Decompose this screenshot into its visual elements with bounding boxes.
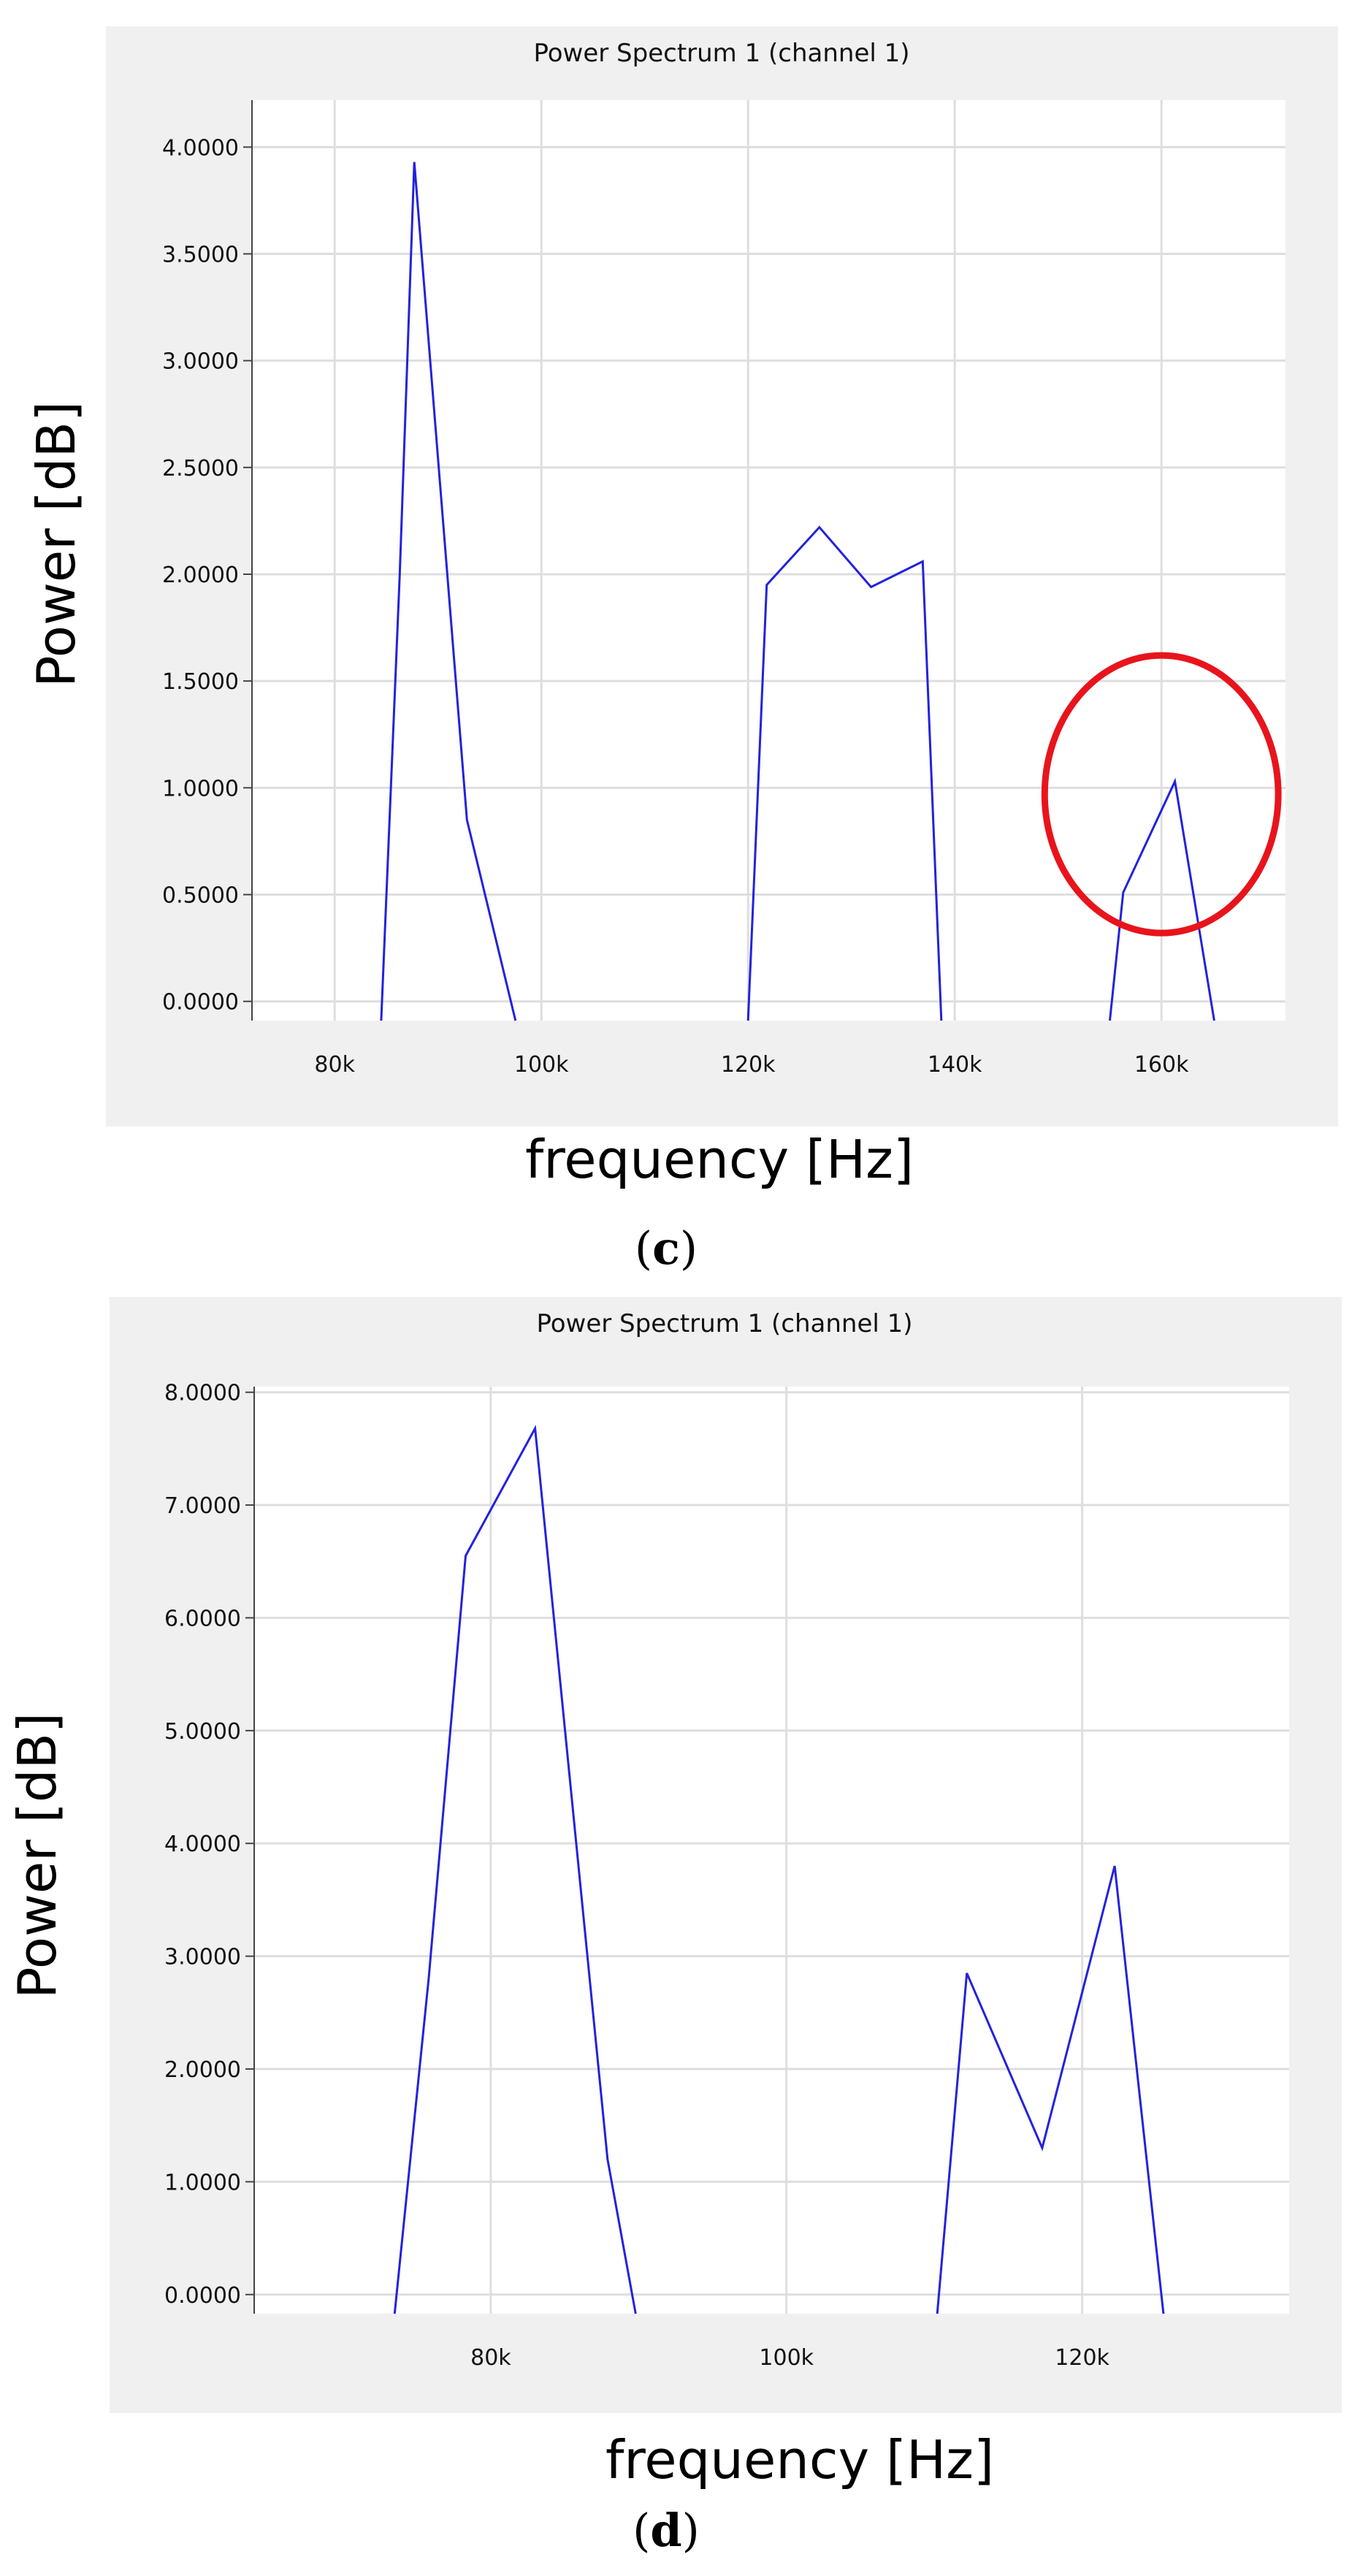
y-tick-label: 2.0000 xyxy=(162,563,239,588)
x-grid xyxy=(333,100,1163,1021)
y-tick-label: 0.5000 xyxy=(162,883,239,909)
panel-caption-d: (d) xyxy=(633,2504,700,2557)
y-tick-label: 2.0000 xyxy=(164,2057,241,2083)
y-tick-labels: 0.0000 1.0000 2.0000 3.0000 4.0000 5.0000 6.00… xyxy=(164,1381,254,2309)
y-tick-label: 3.0000 xyxy=(164,1945,241,1970)
y-tick-label: 3.5000 xyxy=(162,242,239,267)
x-tick-label: 100k xyxy=(514,1052,569,1078)
data-series xyxy=(380,161,1215,1021)
chart-c: Power Spectrum 1 (channel 1) 0.0000 0.500… xyxy=(26,26,1338,1275)
y-tick-label: 6.0000 xyxy=(164,1606,241,1631)
series-line xyxy=(393,1425,637,2314)
plot-area xyxy=(252,100,1285,1021)
y-tick-label: 4.0000 xyxy=(164,1832,241,1857)
y-tick-labels: 0.0000 0.5000 1.0000 1.5000 2.0000 2.5000 3.00… xyxy=(162,135,252,1015)
x-axis-title: frequency [Hz] xyxy=(525,1129,914,1190)
panel-caption-c: (c) xyxy=(635,1222,698,1275)
y-tick-label: 1.0000 xyxy=(164,2170,241,2195)
highlight-layer xyxy=(1041,652,1282,937)
x-tick-label: 80k xyxy=(470,2345,511,2371)
y-tick-label: 1.0000 xyxy=(162,776,239,801)
chart-d: Power Spectrum 1 (channel 1) 0.0000 1.000… xyxy=(7,1297,1342,2557)
y-tick-label: 7.0000 xyxy=(164,1493,241,1519)
x-tick-labels: 80k 100k 120k 140k 160k xyxy=(314,1052,1189,1078)
caption-letter: d xyxy=(650,2504,681,2557)
x-grid xyxy=(489,1387,1084,2314)
y-tick-label: 0.0000 xyxy=(162,990,239,1015)
x-tick-label: 80k xyxy=(314,1052,355,1078)
panel-c: Power Spectrum 1 (channel 1) 0.0000 0.500… xyxy=(0,0,1360,1286)
x-axis-title: frequency [Hz] xyxy=(605,2429,994,2491)
y-tick-label: 2.5000 xyxy=(162,456,239,481)
y-tick-label: 4.0000 xyxy=(162,135,239,161)
series-line xyxy=(380,161,517,1021)
x-tick-label: 100k xyxy=(759,2345,814,2371)
y-grid xyxy=(254,1391,1289,2296)
y-grid xyxy=(252,145,1285,1003)
chart-title: Power Spectrum 1 (channel 1) xyxy=(533,39,909,68)
x-tick-labels: 80k 100k 120k xyxy=(470,2345,1109,2371)
y-axis-title: Power [dB] xyxy=(26,401,87,687)
y-axis-title: Power [dB] xyxy=(7,1712,68,1999)
series-line xyxy=(746,525,943,1021)
y-tick-label: 1.5000 xyxy=(162,669,239,695)
y-tick-label: 5.0000 xyxy=(164,1719,241,1745)
x-tick-label: 120k xyxy=(1055,2345,1109,2371)
series-line xyxy=(1109,777,1215,1021)
series-line xyxy=(936,1865,1165,2314)
x-tick-label: 140k xyxy=(928,1052,982,1078)
y-tick-label: 3.0000 xyxy=(162,349,239,375)
highlight-circle xyxy=(1041,652,1282,937)
x-tick-label: 120k xyxy=(721,1052,776,1078)
plot-area xyxy=(254,1387,1289,2314)
data-series xyxy=(393,1425,1165,2314)
x-tick-label: 160k xyxy=(1134,1052,1189,1078)
y-tick-label: 0.0000 xyxy=(164,2283,241,2309)
y-tick-label: 8.0000 xyxy=(164,1381,241,1406)
caption-letter: c xyxy=(652,1222,680,1275)
panel-d: Power Spectrum 1 (channel 1) 0.0000 1.000… xyxy=(0,1286,1360,2573)
chart-title: Power Spectrum 1 (channel 1) xyxy=(536,1309,912,1338)
